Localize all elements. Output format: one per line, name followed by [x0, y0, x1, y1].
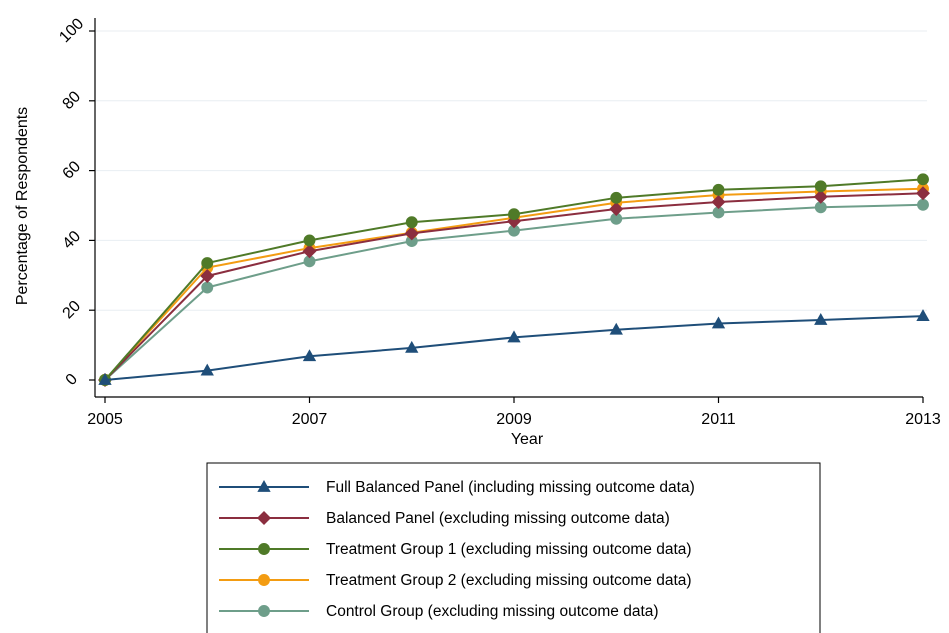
data-point [610, 191, 623, 204]
data-point [404, 226, 419, 241]
x-tick-label: 2011 [701, 411, 736, 428]
data-point [200, 268, 215, 283]
data-point [200, 363, 214, 376]
data-point [711, 316, 726, 329]
data-point [201, 281, 214, 294]
x-tick-label: 2013 [905, 411, 941, 428]
data-point [609, 201, 624, 216]
data-point [712, 206, 725, 219]
legend-label: Treatment Group 2 (excluding missing out… [326, 572, 692, 589]
data-point [814, 180, 827, 193]
x-tick-label: 2005 [87, 411, 123, 428]
legend-marker [257, 480, 271, 492]
data-point [405, 216, 418, 229]
series-3 [99, 173, 929, 386]
legend-marker [258, 574, 270, 586]
data-point [814, 312, 828, 325]
data-point [711, 195, 726, 210]
legend-item-4: Treatment Group 2 (excluding missing out… [219, 572, 692, 589]
data-point [609, 322, 623, 335]
data-point [303, 234, 316, 247]
legend-marker [257, 511, 271, 525]
y-axis-title: Percentage of Respondents [14, 107, 31, 305]
legend-item-5: Control Group (excluding missing outcome… [219, 603, 659, 620]
legend-item-2: Balanced Panel (excluding missing outcom… [219, 510, 670, 527]
data-point [98, 373, 112, 385]
data-point [302, 244, 317, 259]
legend: Full Balanced Panel (including missing o… [206, 462, 821, 633]
data-point [814, 201, 827, 214]
legend-item-3: Treatment Group 1 (excluding missing out… [219, 541, 692, 558]
series-2 [98, 186, 930, 387]
grid-lines [96, 30, 927, 311]
legend-item-1: Full Balanced Panel (including missing o… [219, 479, 695, 496]
legend-label: Control Group (excluding missing outcome… [326, 603, 659, 620]
data-point [201, 257, 214, 270]
legend-label: Balanced Panel (excluding missing outcom… [326, 510, 670, 527]
x-ticks: 2005 2007 2009 2011 2013 [87, 397, 941, 428]
x-tick-label: 2007 [292, 411, 328, 428]
legend-marker [258, 543, 270, 555]
data-point [508, 224, 520, 237]
axes [94, 18, 923, 398]
legend-box [206, 462, 821, 633]
data-point [405, 235, 418, 248]
series-group [98, 173, 930, 387]
x-tick-label: 2009 [496, 411, 532, 428]
data-point [610, 212, 623, 225]
data-point [303, 255, 316, 268]
data-point [917, 198, 929, 211]
data-point [917, 173, 929, 186]
data-point [508, 208, 520, 221]
data-point [302, 349, 317, 362]
data-point [813, 189, 828, 204]
legend-label: Treatment Group 1 (excluding missing out… [326, 541, 692, 558]
data-point [405, 340, 419, 353]
data-point [712, 183, 725, 196]
data-point [916, 309, 930, 322]
legend-marker [258, 605, 270, 617]
legend-label: Full Balanced Panel (including missing o… [326, 479, 695, 496]
x-axis-title: Year [511, 431, 544, 448]
series-5 [99, 198, 929, 386]
data-point [916, 186, 930, 201]
data-point [507, 330, 521, 343]
series-1 [98, 309, 930, 385]
